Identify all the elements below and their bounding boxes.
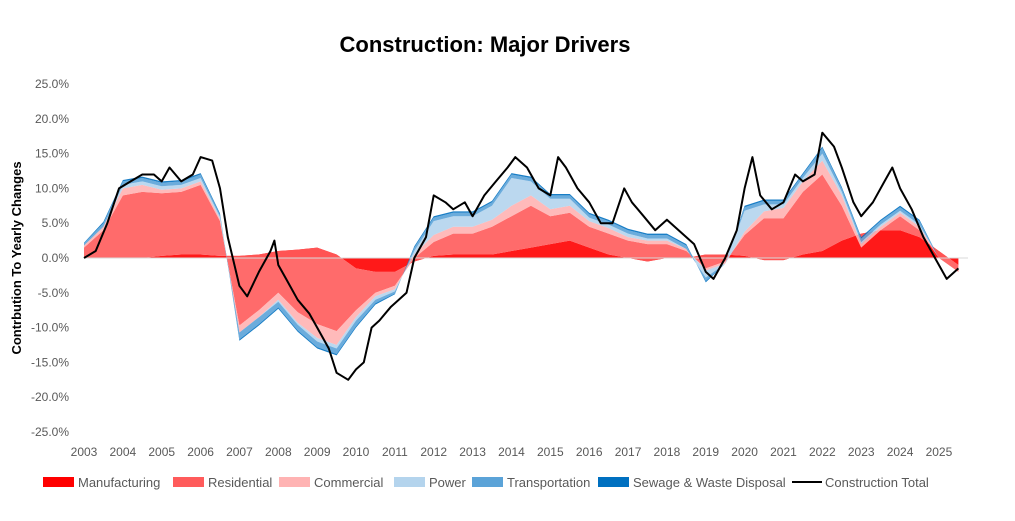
x-tick-label: 2009 — [304, 445, 331, 459]
y-tick-label: -25.0% — [31, 425, 69, 439]
x-tick-label: 2005 — [148, 445, 175, 459]
legend-label: Manufacturing — [78, 475, 160, 490]
area-power — [84, 153, 959, 349]
x-tick-label: 2016 — [576, 445, 603, 459]
x-tick-label: 2024 — [887, 445, 914, 459]
legend-item: Sewage & Waste Disposal — [598, 475, 786, 490]
legend-label: Construction Total — [825, 475, 929, 490]
x-tick-label: 2013 — [459, 445, 486, 459]
y-tick-label: 5.0% — [42, 216, 70, 230]
x-tick-label: 2004 — [110, 445, 137, 459]
legend-swatch — [472, 477, 503, 487]
x-tick-label: 2025 — [926, 445, 953, 459]
legend-label: Sewage & Waste Disposal — [633, 475, 786, 490]
y-tick-label: 10.0% — [35, 181, 69, 195]
x-tick-label: 2011 — [382, 445, 408, 459]
legend-item: Transportation — [472, 475, 590, 490]
legend-item: Commercial — [279, 475, 383, 490]
area-residential — [84, 174, 959, 332]
x-tick-label: 2022 — [809, 445, 836, 459]
y-tick-label: -20.0% — [31, 390, 69, 404]
legend-item: Residential — [173, 475, 272, 490]
x-tick-label: 2019 — [692, 445, 719, 459]
x-tick-label: 2018 — [654, 445, 681, 459]
y-tick-label: 20.0% — [35, 112, 69, 126]
area-manufacturing — [84, 230, 959, 272]
x-tick-label: 2021 — [770, 445, 797, 459]
chart-title: Construction: Major Drivers — [340, 32, 631, 57]
legend-swatch — [43, 477, 74, 487]
legend-swatch — [279, 477, 310, 487]
x-tick-label: 2010 — [343, 445, 370, 459]
y-tick-label: -10.0% — [31, 321, 69, 335]
legend-label: Power — [429, 475, 467, 490]
x-tick-label: 2003 — [71, 445, 98, 459]
x-tick-label: 2008 — [265, 445, 292, 459]
x-tick-label: 2007 — [226, 445, 253, 459]
legend-label: Transportation — [507, 475, 590, 490]
legend-swatch — [394, 477, 425, 487]
legend-swatch — [173, 477, 204, 487]
x-tick-label: 2014 — [498, 445, 525, 459]
legend-swatch — [598, 477, 629, 487]
x-tick-label: 2020 — [731, 445, 758, 459]
x-tick-label: 2017 — [615, 445, 642, 459]
y-axis-label: Contrbution To Yearly Changes — [9, 161, 24, 354]
y-tick-label: -15.0% — [31, 355, 69, 369]
y-tick-label: 0.0% — [42, 251, 70, 265]
y-tick-label: -5.0% — [38, 286, 70, 300]
y-tick-label: 25.0% — [35, 77, 69, 91]
legend-label: Commercial — [314, 475, 383, 490]
legend-label: Residential — [208, 475, 272, 490]
legend-item: Construction Total — [792, 475, 929, 490]
legend-item: Manufacturing — [43, 475, 160, 490]
x-tick-label: 2012 — [420, 445, 447, 459]
x-tick-label: 2015 — [537, 445, 564, 459]
legend-item: Power — [394, 475, 467, 490]
x-tick-label: 2006 — [187, 445, 214, 459]
construction-total-line — [83, 131, 960, 381]
x-tick-label: 2023 — [848, 445, 875, 459]
y-tick-label: 15.0% — [35, 147, 69, 161]
